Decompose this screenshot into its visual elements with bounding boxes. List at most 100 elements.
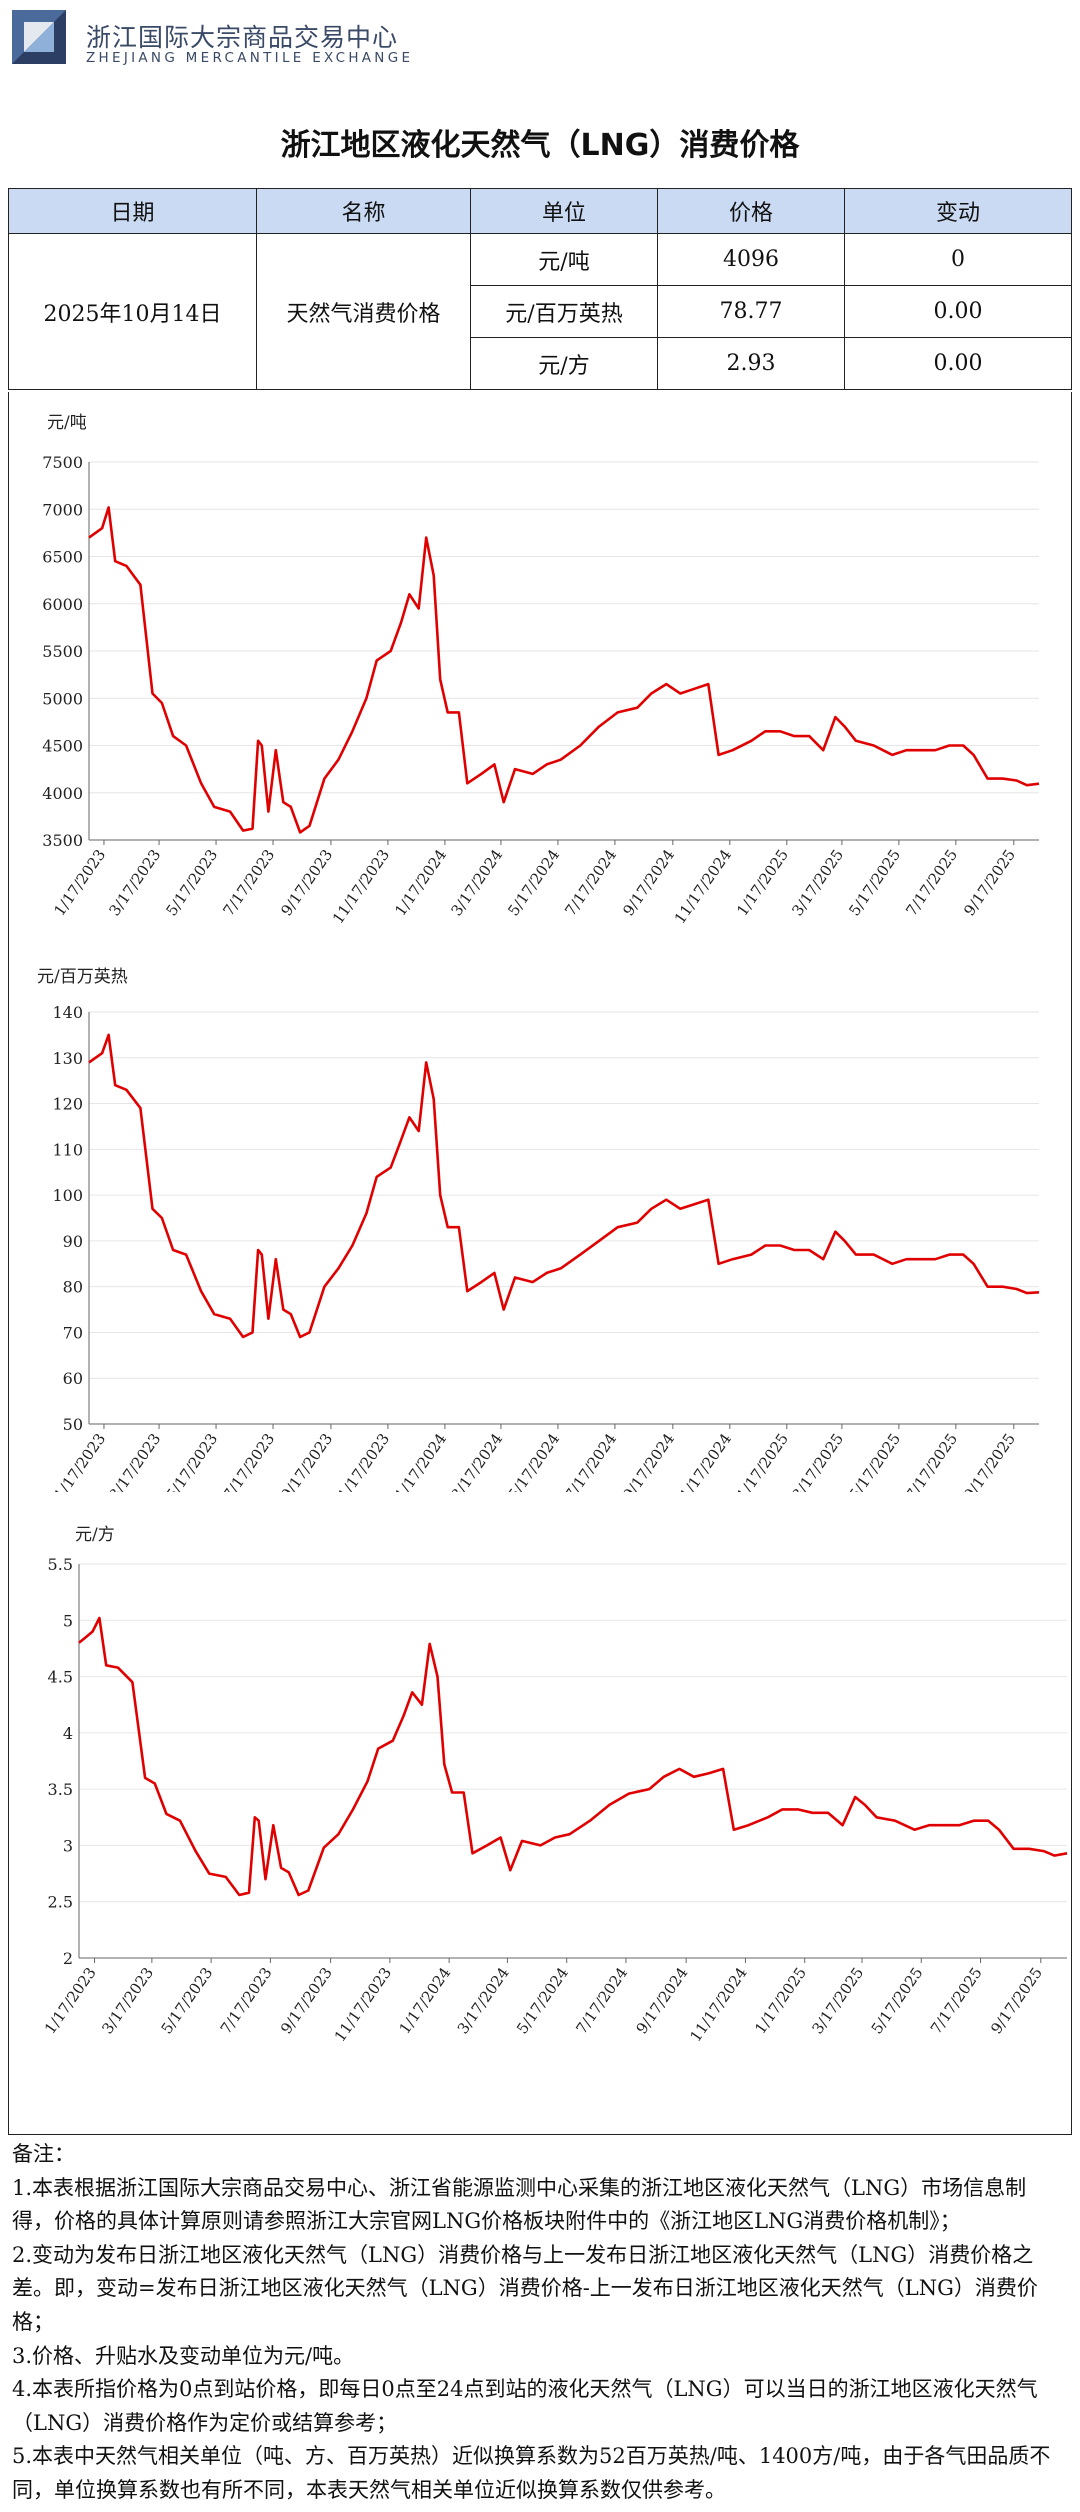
change-cell: 0.00 [844, 337, 1072, 390]
x-tick-label: 3/17/2024 [454, 1964, 513, 2037]
y-tick-label: 100 [52, 1186, 83, 1205]
x-tick-label: 9/17/2024 [619, 846, 678, 919]
y-tick-label: 4.5 [48, 1668, 73, 1687]
price-table: 日期 名称 单位 价格 变动 2025年10月14日 天然气消费价格 元/吨 4… [8, 188, 1072, 390]
unit-cell: 元/百万英热 [470, 285, 658, 338]
price-series-line [88, 1033, 1040, 1339]
x-tick-label: 9/17/2024 [633, 1964, 692, 2037]
x-tick-label: 3/17/2025 [808, 1964, 867, 2037]
y-tick-label: 5000 [42, 689, 83, 708]
x-tick-label: 5/17/2025 [868, 1964, 927, 2037]
x-tick-label: 1/17/2025 [733, 846, 792, 919]
note-item: 4.本表所指价格为0点到站价格，即每日0点至24点到站的液化天然气（LNG）可以… [12, 2377, 1038, 2435]
brand-header: 浙江国际大宗商品交易中心 ZHEJIANG MERCANTILE EXCHANG… [12, 10, 512, 66]
x-tick-label: 3/17/2024 [447, 846, 506, 919]
y-tick-label: 3500 [42, 831, 83, 850]
x-tick-label: 1/17/2024 [396, 1964, 455, 2037]
note-item: 1.本表根据浙江国际大宗商品交易中心、浙江省能源监测中心采集的浙江地区液化天然气… [12, 2175, 1027, 2234]
price-chart-mmbtu: 元/百万英热 50 60 70 80 90 100 110 120 130 140 1/17/2023… [37, 967, 1040, 1492]
y-tick-label: 5500 [42, 642, 83, 661]
change-cell: 0 [844, 233, 1072, 286]
x-tick-label: 5/17/2023 [162, 846, 221, 919]
x-tick-label: 5/17/2024 [504, 846, 563, 919]
x-tick-label: 7/17/2024 [572, 1964, 631, 2037]
header-change: 变动 [844, 188, 1072, 234]
note-item: 5.本表中天然气相关单位（吨、方、百万英热）近似换算系数为52百万英热/吨、14… [12, 2444, 1051, 2502]
y-tick-label: 2 [63, 1949, 73, 1968]
table-row: 2025年10月14日 天然气消费价格 元/吨 4096 0 [8, 233, 1072, 390]
price-chart-ton: 元/吨 3500 4000 4500 5000 5500 6000 6500 7000 7500 1… [42, 413, 1040, 927]
x-tick-label: 5/17/2023 [158, 1964, 217, 2037]
x-tick-label: 3/17/2024 [447, 1430, 506, 1492]
y-tick-label: 7000 [42, 500, 83, 519]
x-tick-label: 3/17/2023 [105, 846, 164, 919]
x-tick-label: 5/17/2025 [845, 846, 904, 919]
x-tick-label: 7/17/2023 [217, 1964, 276, 2037]
x-tick-label: 3/17/2025 [788, 1430, 847, 1492]
x-tick-label: 3/17/2023 [105, 1430, 164, 1492]
notes: 备注： 1.本表根据浙江国际大宗商品交易中心、浙江省能源监测中心采集的浙江地区液… [12, 2138, 1068, 2508]
change-cell: 0.00 [844, 285, 1072, 338]
x-tick-label: 7/17/2025 [902, 1430, 961, 1492]
y-tick-label: 130 [52, 1049, 83, 1068]
x-tick-label: 11/17/2024 [671, 846, 735, 927]
x-tick-label: 11/17/2023 [329, 1430, 393, 1492]
x-tick-label: 5/17/2024 [513, 1964, 572, 2037]
unit-label: 元/方 [75, 1525, 115, 1545]
x-tick-label: 7/17/2025 [902, 846, 961, 919]
unit-cell: 元/吨 [470, 233, 658, 286]
x-tick-label: 7/17/2023 [219, 1430, 278, 1492]
y-tick-label: 4 [63, 1724, 73, 1743]
price-cell: 2.93 [657, 337, 845, 390]
table-header-row: 日期 名称 单位 价格 变动 [8, 188, 1072, 234]
y-tick-label: 3 [63, 1836, 73, 1855]
y-tick-label: 50 [63, 1415, 83, 1434]
x-tick-label: 7/17/2023 [219, 846, 278, 919]
page-title: 浙江地区液化天然气（LNG）消费价格 [280, 128, 800, 163]
x-tick-label: 3/17/2025 [788, 846, 847, 919]
x-tick-label: 1/17/2025 [751, 1964, 810, 2037]
x-tick-label: 1/17/2023 [50, 846, 109, 919]
price-series-line [78, 1616, 1068, 1897]
unit-cell: 元/方 [470, 337, 658, 390]
header-unit: 单位 [470, 188, 658, 234]
x-tick-label: 5/17/2025 [845, 1430, 904, 1492]
brand-name-cn: 浙江国际大宗商品交易中心 [86, 23, 399, 52]
y-tick-label: 7500 [42, 453, 83, 472]
y-tick-label: 5 [63, 1611, 73, 1630]
x-tick-label: 9/17/2023 [277, 1964, 336, 2037]
brand-name-en: ZHEJIANG MERCANTILE EXCHANGE [86, 50, 414, 66]
price-cell: 78.77 [657, 285, 845, 338]
x-tick-label: 1/17/2024 [391, 1430, 450, 1492]
x-tick-label: 1/17/2023 [50, 1430, 109, 1492]
x-tick-label: 9/17/2023 [277, 1430, 336, 1492]
x-tick-label: 9/17/2025 [960, 846, 1019, 919]
x-tick-label: 11/17/2024 [671, 1430, 735, 1492]
x-tick-label: 9/17/2025 [987, 1964, 1046, 2037]
chart-frame: 元/吨 3500 4000 4500 5000 5500 6000 6500 7000 7500 1… [8, 392, 1072, 2135]
y-tick-label: 60 [63, 1369, 83, 1388]
x-tick-label: 9/17/2023 [277, 846, 336, 919]
y-tick-label: 6500 [42, 548, 83, 567]
price-series-line [88, 506, 1040, 834]
y-tick-label: 5.5 [48, 1555, 73, 1574]
y-tick-label: 2.5 [48, 1893, 73, 1912]
x-tick-label: 1/17/2024 [391, 846, 450, 919]
x-tick-label: 7/17/2024 [561, 1430, 620, 1492]
table-row: 元/百万英热 78.77 0.00 [9, 285, 1072, 338]
y-tick-label: 120 [52, 1095, 83, 1114]
note-item: 3.价格、升贴水及变动单位为元/吨。 [12, 2343, 355, 2368]
y-tick-label: 90 [63, 1232, 83, 1251]
name-cell: 天然气消费价格 [256, 233, 471, 390]
price-cell: 4096 [657, 233, 845, 286]
x-tick-label: 1/17/2023 [41, 1964, 100, 2037]
x-tick-label: 11/17/2023 [329, 846, 393, 927]
date-cell: 2025年10月14日 [8, 233, 257, 390]
x-tick-label: 1/17/2025 [733, 1430, 792, 1492]
x-tick-label: 5/17/2023 [162, 1430, 221, 1492]
y-tick-label: 140 [52, 1003, 83, 1022]
y-tick-label: 110 [52, 1140, 83, 1159]
y-tick-label: 70 [63, 1323, 83, 1342]
x-tick-label: 11/17/2024 [686, 1964, 750, 2045]
